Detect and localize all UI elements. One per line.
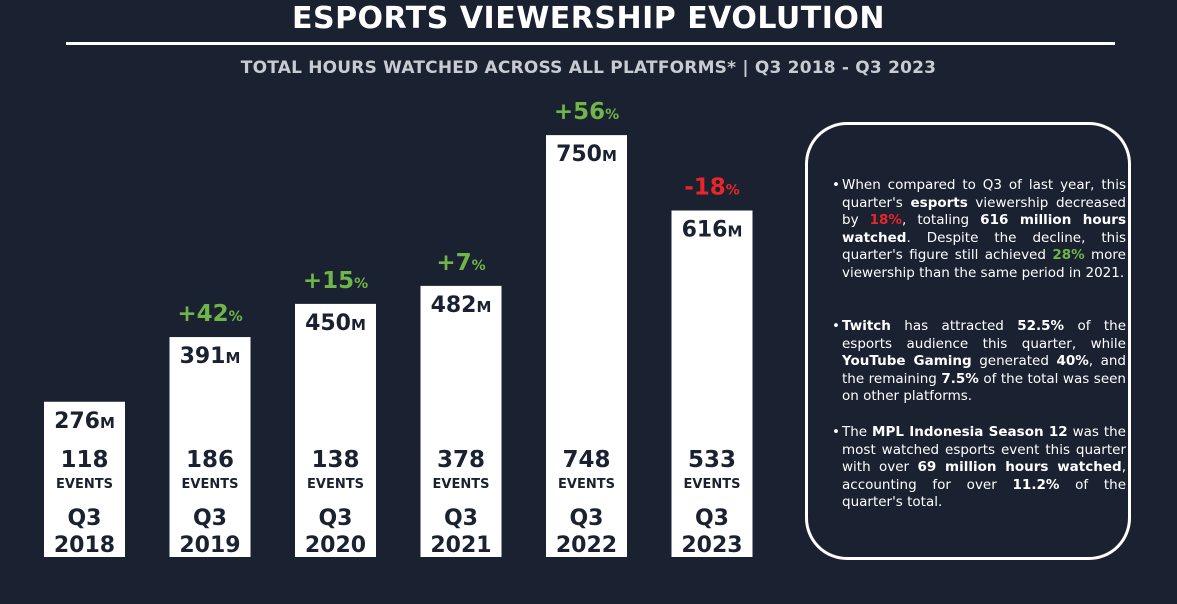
- text: more viewership than the same period in …: [842, 247, 1126, 281]
- text: viewership decreased by: [842, 194, 1126, 229]
- text: of the esports audience this quarter, wh…: [842, 318, 1127, 352]
- text: The: [842, 424, 873, 440]
- bar-events-label: EVENTS: [56, 477, 113, 492]
- text: . Despite the decline, this quarter's fi…: [842, 229, 1126, 264]
- bar: [671, 210, 753, 557]
- bar-chart: 276M118EVENTSQ32018391M186EVENTSQ32019+4…: [44, 99, 753, 558]
- x-tick-label: 2020: [305, 533, 366, 558]
- text-negative: 18%: [869, 212, 902, 228]
- text-bold: esports: [910, 194, 968, 211]
- text-positive: 28%: [1052, 247, 1085, 263]
- bar-events-label: EVENTS: [558, 477, 615, 492]
- text: , accounting for over: [842, 459, 1126, 493]
- x-tick-label: Q3: [569, 506, 603, 531]
- x-tick-label: Q3: [318, 506, 352, 531]
- bar-events-label: EVENTS: [182, 477, 239, 492]
- bar-events-count: 186: [186, 447, 234, 473]
- bar-events-label: EVENTS: [433, 477, 490, 492]
- bullet-dot-icon: •: [832, 424, 840, 440]
- bar: [420, 285, 502, 557]
- bar: [546, 135, 627, 557]
- bar-value-label: 616M: [682, 218, 743, 243]
- title-divider: [66, 42, 1115, 45]
- bullet-dot-icon: •: [832, 177, 840, 193]
- bar: [169, 337, 251, 557]
- bar-change-label: +42%: [177, 301, 242, 327]
- x-tick-label: 2018: [54, 533, 115, 558]
- x-tick-label: Q3: [695, 506, 729, 531]
- text: generated: [971, 353, 1057, 369]
- text-bold: MPL Indonesia Season 12: [872, 424, 1068, 440]
- text: of the total was seen on other platforms…: [842, 370, 1126, 405]
- bar-events-count: 533: [688, 447, 736, 473]
- bar-change-label: -18%: [684, 175, 740, 201]
- bar-events-count: 138: [311, 447, 359, 473]
- text-bold: 7.5%: [941, 370, 979, 387]
- text-bold: 69 million hours watched: [917, 459, 1122, 475]
- bar-change-label: +15%: [303, 268, 368, 294]
- bar-events-label: EVENTS: [307, 477, 364, 492]
- bar-value-label: 482M: [431, 293, 492, 318]
- bar-events-count: 748: [562, 447, 610, 473]
- x-tick-label: 2021: [430, 533, 491, 558]
- text: has attracted: [890, 318, 1018, 334]
- bar-events-count: 118: [60, 447, 108, 473]
- bar-value-label: 750M: [556, 142, 617, 167]
- bar-events-count: 378: [437, 447, 485, 473]
- text-bold: 52.5%: [1017, 318, 1065, 334]
- bullet-dot-icon: •: [832, 318, 840, 334]
- text: , totaling: [901, 212, 981, 228]
- text: was the most watched esports event this …: [842, 424, 1126, 475]
- insight-bullet-3: • The MPL Indonesia Season 12 was the mos…: [832, 424, 1127, 512]
- text-bold: 616 million hours watched: [842, 212, 1126, 246]
- bar-events-label: EVENTS: [684, 477, 741, 492]
- bar-value-label: 276M: [54, 409, 115, 434]
- text-bold: YouTube Gaming: [842, 353, 972, 369]
- text: of the quarter's total.: [842, 476, 1127, 511]
- x-tick-label: Q3: [67, 506, 101, 531]
- text: When compared to Q3 of last year, this q…: [842, 177, 1126, 211]
- x-tick-label: 2019: [179, 533, 240, 558]
- bar-change-label: +56%: [554, 99, 619, 125]
- x-tick-label: 2023: [681, 533, 742, 558]
- page-title: ESPORTS VIEWERSHIP EVOLUTION: [291, 1, 886, 36]
- bar-value-label: 450M: [305, 311, 366, 336]
- bar: [44, 401, 125, 557]
- x-tick-label: Q3: [444, 506, 478, 531]
- text: , and the remaining: [842, 353, 1126, 387]
- page-subtitle: TOTAL HOURS WATCHED ACROSS ALL PLATFORMS…: [240, 58, 937, 78]
- text-bold: 11.2%: [1012, 476, 1060, 493]
- text-bold: 40%: [1056, 353, 1089, 369]
- insight-bullet-1: • When compared to Q3 of last year, this …: [832, 177, 1126, 282]
- bar: [295, 303, 376, 557]
- insights-panel: • When compared to Q3 of last year, this …: [805, 122, 1131, 560]
- bar-change-label: +7%: [436, 250, 485, 276]
- x-tick-label: Q3: [193, 506, 227, 531]
- bar-value-label: 391M: [180, 344, 241, 369]
- insight-bullet-2: • Twitch has attracted 52.5% of the espor…: [832, 318, 1127, 406]
- text-bold: Twitch: [842, 318, 891, 334]
- x-tick-label: 2022: [556, 533, 617, 558]
